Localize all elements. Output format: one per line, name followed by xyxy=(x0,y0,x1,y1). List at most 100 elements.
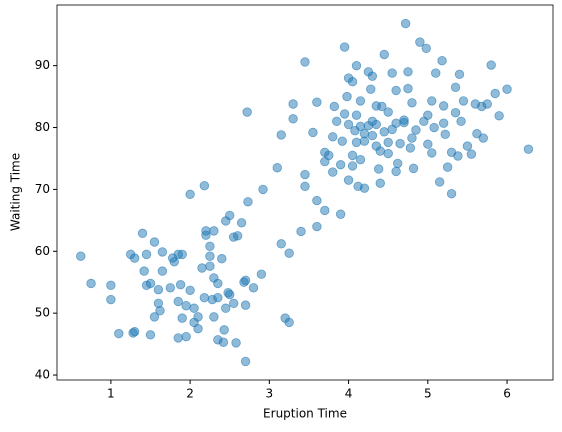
point xyxy=(347,150,358,161)
point xyxy=(407,98,417,108)
point xyxy=(337,136,347,146)
point xyxy=(403,83,413,94)
point xyxy=(342,91,352,102)
point xyxy=(231,338,241,348)
y-tick-label: 40 xyxy=(35,368,50,382)
point xyxy=(199,180,210,191)
point xyxy=(157,266,168,276)
point xyxy=(407,133,417,143)
point xyxy=(221,303,231,313)
point xyxy=(76,251,86,261)
point xyxy=(173,296,183,307)
point xyxy=(139,266,149,276)
point xyxy=(213,278,223,289)
point xyxy=(181,331,191,342)
y-axis-label: Waiting Time xyxy=(9,153,23,231)
point xyxy=(328,167,338,177)
point xyxy=(189,303,199,313)
plot-frame xyxy=(56,4,554,381)
point xyxy=(232,231,243,241)
point xyxy=(335,209,346,219)
point xyxy=(181,301,191,311)
point xyxy=(456,116,466,127)
point xyxy=(458,96,469,106)
point xyxy=(343,175,354,185)
point xyxy=(375,178,385,188)
point xyxy=(453,151,463,161)
point xyxy=(177,313,187,323)
point xyxy=(502,84,512,94)
point xyxy=(423,110,433,120)
x-tick-label: 6 xyxy=(503,387,511,401)
point xyxy=(217,254,227,264)
point xyxy=(387,124,397,135)
point xyxy=(149,312,160,322)
point xyxy=(225,289,235,300)
point xyxy=(523,144,534,154)
point xyxy=(423,139,433,149)
point xyxy=(197,263,207,273)
point xyxy=(312,195,322,206)
point xyxy=(145,330,156,340)
point xyxy=(209,312,219,322)
point xyxy=(446,189,457,199)
x-axis-label: Eruption Time xyxy=(263,407,347,421)
point xyxy=(106,280,116,291)
point xyxy=(329,101,340,112)
point xyxy=(175,280,186,290)
y-tick-label: 70 xyxy=(35,182,50,196)
point xyxy=(438,118,449,128)
point xyxy=(157,247,168,257)
point xyxy=(367,130,378,141)
point xyxy=(155,305,165,316)
point xyxy=(205,241,215,252)
point xyxy=(284,317,294,328)
point xyxy=(486,60,496,70)
point xyxy=(411,125,421,135)
point xyxy=(383,137,393,148)
point xyxy=(355,96,366,106)
point xyxy=(193,312,203,322)
y-tick-label: 90 xyxy=(35,58,50,72)
point xyxy=(258,184,268,195)
point xyxy=(472,129,482,139)
x-tick-label: 2 xyxy=(186,387,194,401)
point xyxy=(347,77,358,87)
point xyxy=(149,237,160,247)
point xyxy=(391,166,401,177)
point xyxy=(114,328,124,339)
point xyxy=(129,253,140,263)
point xyxy=(442,162,453,172)
point xyxy=(219,325,229,335)
point xyxy=(331,116,342,127)
point xyxy=(343,119,354,130)
point xyxy=(434,177,445,187)
point xyxy=(185,285,195,295)
point xyxy=(173,333,183,343)
point xyxy=(399,117,409,128)
point xyxy=(328,132,338,142)
point xyxy=(431,68,441,78)
point xyxy=(379,49,389,60)
point xyxy=(454,69,465,80)
point xyxy=(379,127,389,137)
point xyxy=(240,300,251,310)
x-tick-label: 3 xyxy=(266,387,274,401)
point xyxy=(391,85,401,96)
point xyxy=(320,205,330,216)
point xyxy=(429,122,439,133)
point xyxy=(427,148,437,158)
point xyxy=(145,278,156,289)
point xyxy=(383,148,393,159)
point xyxy=(363,67,374,77)
point xyxy=(308,127,318,138)
y-tick-label: 60 xyxy=(35,244,50,258)
point xyxy=(169,257,179,267)
point xyxy=(347,161,358,171)
point xyxy=(242,107,252,117)
point xyxy=(236,218,247,228)
point xyxy=(177,249,187,260)
point xyxy=(478,133,488,143)
point xyxy=(276,130,286,140)
